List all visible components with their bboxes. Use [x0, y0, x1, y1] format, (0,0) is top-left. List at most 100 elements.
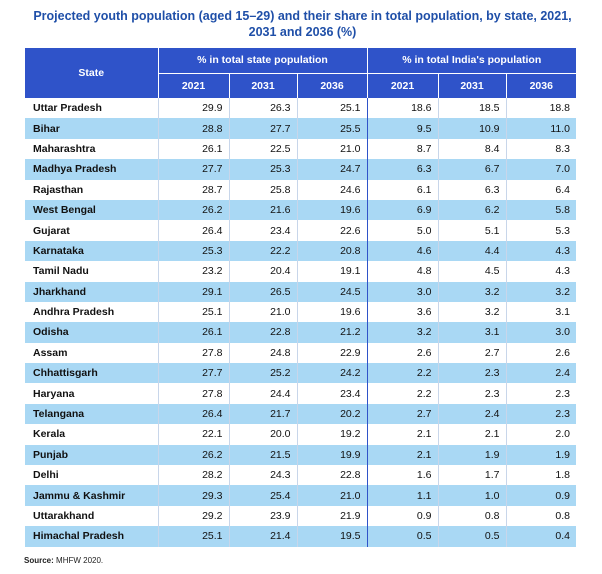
value-cell: 24.3 — [229, 465, 298, 486]
value-cell: 9.5 — [367, 118, 439, 139]
value-cell: 26.4 — [158, 220, 230, 241]
value-cell: 25.3 — [158, 240, 230, 262]
value-cell: 4.8 — [367, 261, 439, 282]
state-name-cell: Jharkhand — [25, 281, 159, 302]
value-cell: 0.5 — [367, 526, 439, 547]
value-cell: 1.8 — [506, 465, 576, 486]
table-row: Delhi 28.2 24.3 22.8 1.6 1.7 1.8 — [25, 465, 576, 486]
table-row: Telangana 26.4 21.7 20.2 2.7 2.4 2.3 — [25, 403, 576, 425]
value-cell: 21.0 — [229, 301, 298, 323]
state-name-cell: Bihar — [25, 118, 159, 139]
value-cell: 4.6 — [367, 240, 439, 262]
value-cell: 22.9 — [297, 342, 368, 364]
value-cell: 2.1 — [367, 444, 439, 466]
source-label: Source: — [24, 556, 54, 565]
value-cell: 27.7 — [158, 159, 230, 180]
table-body: Uttar Pradesh 29.9 26.3 25.1 18.6 18.5 18.8 Bih… — [25, 98, 576, 547]
value-cell: 6.3 — [438, 179, 507, 200]
state-name-cell: Andhra Pradesh — [25, 301, 159, 323]
state-name-cell: Delhi — [25, 465, 159, 486]
value-cell: 10.9 — [438, 118, 507, 139]
value-cell: 2.0 — [506, 424, 576, 445]
value-cell: 26.2 — [158, 444, 230, 466]
value-cell: 5.0 — [367, 220, 439, 241]
column-header-year: 2021 — [367, 72, 439, 98]
youth-population-table: State % in total state population % in t… — [25, 48, 576, 547]
value-cell: 19.9 — [297, 444, 368, 466]
value-cell: 0.4 — [506, 526, 576, 547]
value-cell: 2.2 — [367, 383, 439, 404]
value-cell: 1.0 — [438, 485, 507, 506]
value-cell: 3.2 — [438, 281, 507, 302]
value-cell: 27.8 — [158, 342, 230, 364]
value-cell: 23.4 — [297, 383, 368, 404]
table-title: Projected youth population (aged 15–29) … — [33, 9, 572, 39]
value-cell: 21.5 — [229, 444, 298, 466]
state-name-cell: Rajasthan — [25, 179, 159, 200]
value-cell: 4.3 — [506, 240, 576, 262]
value-cell: 0.9 — [367, 505, 439, 527]
table-row: Kerala 22.1 20.0 19.2 2.1 2.1 2.0 — [25, 424, 576, 445]
state-name-cell: Tamil Nadu — [25, 261, 159, 282]
state-name-cell: West Bengal — [25, 199, 159, 221]
column-group-state-share: % in total state population — [158, 48, 368, 73]
table-row: Assam 27.8 24.8 22.9 2.6 2.7 2.6 — [25, 342, 576, 364]
value-cell: 2.6 — [367, 342, 439, 364]
table-row: Tamil Nadu 23.2 20.4 19.1 4.8 4.5 4.3 — [25, 261, 576, 282]
value-cell: 6.9 — [367, 199, 439, 221]
value-cell: 2.7 — [438, 342, 507, 364]
value-cell: 19.6 — [297, 301, 368, 323]
state-name-cell: Assam — [25, 342, 159, 364]
value-cell: 2.1 — [438, 424, 507, 445]
value-cell: 0.8 — [438, 505, 507, 527]
value-cell: 7.0 — [506, 159, 576, 180]
value-cell: 18.8 — [506, 98, 576, 119]
value-cell: 22.1 — [158, 424, 230, 445]
value-cell: 3.2 — [367, 322, 439, 343]
value-cell: 29.9 — [158, 98, 230, 119]
value-cell: 3.0 — [367, 281, 439, 302]
value-cell: 18.5 — [438, 98, 507, 119]
value-cell: 4.4 — [438, 240, 507, 262]
value-cell: 28.7 — [158, 179, 230, 200]
value-cell: 1.6 — [367, 465, 439, 486]
value-cell: 24.5 — [297, 281, 368, 302]
value-cell: 6.2 — [438, 199, 507, 221]
value-cell: 25.3 — [229, 159, 298, 180]
value-cell: 25.8 — [229, 179, 298, 200]
value-cell: 2.7 — [367, 403, 439, 425]
table-row: Jharkhand 29.1 26.5 24.5 3.0 3.2 3.2 — [25, 281, 576, 302]
table-row: Karnataka 25.3 22.2 20.8 4.6 4.4 4.3 — [25, 240, 576, 262]
value-cell: 2.3 — [506, 403, 576, 425]
value-cell: 26.3 — [229, 98, 298, 119]
value-cell: 21.2 — [297, 322, 368, 343]
value-cell: 22.8 — [229, 322, 298, 343]
value-cell: 25.1 — [158, 526, 230, 547]
value-cell: 2.4 — [438, 403, 507, 425]
value-cell: 2.4 — [506, 363, 576, 384]
value-cell: 3.6 — [367, 301, 439, 323]
table-row: Chhattisgarh 27.7 25.2 24.2 2.2 2.3 2.4 — [25, 363, 576, 384]
state-name-cell: Gujarat — [25, 220, 159, 241]
value-cell: 20.8 — [297, 240, 368, 262]
table-row: Himachal Pradesh 25.1 21.4 19.5 0.5 0.5 0.4 — [25, 526, 576, 547]
value-cell: 22.8 — [297, 465, 368, 486]
value-cell: 5.1 — [438, 220, 507, 241]
column-header-year: 2036 — [506, 72, 576, 98]
value-cell: 19.5 — [297, 526, 368, 547]
value-cell: 24.2 — [297, 363, 368, 384]
value-cell: 24.8 — [229, 342, 298, 364]
table-row: Maharashtra 26.1 22.5 21.0 8.7 8.4 8.3 — [25, 138, 576, 160]
value-cell: 26.1 — [158, 322, 230, 343]
value-cell: 20.0 — [229, 424, 298, 445]
value-cell: 1.7 — [438, 465, 507, 486]
value-cell: 8.4 — [438, 138, 507, 160]
state-name-cell: Karnataka — [25, 240, 159, 262]
state-name-cell: Himachal Pradesh — [25, 526, 159, 547]
value-cell: 29.1 — [158, 281, 230, 302]
table-row: Bihar 28.8 27.7 25.5 9.5 10.9 11.0 — [25, 118, 576, 139]
value-cell: 8.3 — [506, 138, 576, 160]
value-cell: 29.3 — [158, 485, 230, 506]
state-name-cell: Jammu & Kashmir — [25, 485, 159, 506]
value-cell: 19.6 — [297, 199, 368, 221]
